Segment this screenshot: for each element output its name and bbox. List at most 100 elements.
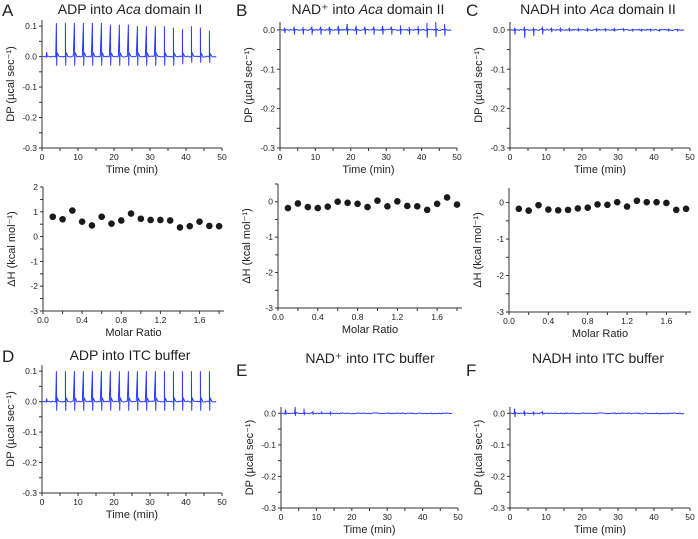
data-point <box>88 222 96 229</box>
data-point <box>294 200 302 207</box>
panel-letter: C <box>466 1 478 20</box>
x-tick-label: 30 <box>145 497 155 507</box>
panel-letter: F <box>466 361 476 380</box>
y-tick-label: -0.2 <box>22 113 37 123</box>
x-tick-label: 0 <box>40 152 45 162</box>
y-axis-label: DP (µcal sec⁻¹) <box>244 420 256 496</box>
y-tick-label: -3 <box>265 303 273 313</box>
data-point <box>672 206 680 214</box>
x-tick-label: 0.0 <box>503 316 515 326</box>
x-tick-label: 1.6 <box>431 312 443 322</box>
y-tick-label: -0.1 <box>490 440 505 450</box>
x-axis-label: Time (min) <box>343 524 395 536</box>
y-axis-label: DP (µcal sec⁻¹) <box>5 46 17 122</box>
data-point <box>643 198 651 206</box>
y-tick-label: 0 <box>268 197 273 207</box>
data-point <box>564 206 572 214</box>
data-point <box>354 200 361 208</box>
panel-letter: A <box>2 1 14 20</box>
panel-letter: E <box>236 361 247 380</box>
data-point <box>535 201 542 209</box>
y-tick-label: -1 <box>265 232 273 242</box>
y-tick-label: -2 <box>265 268 273 278</box>
x-tick-label: 0.8 <box>115 315 127 325</box>
data-point <box>413 203 421 210</box>
y-tick-label: -0.3 <box>22 488 37 498</box>
panel-title: ADP into Aca domain II <box>58 1 203 17</box>
title-text: ADP into <box>58 1 117 17</box>
y-tick-label: 0.0 <box>263 25 275 35</box>
y-tick-label: -0.1 <box>22 82 37 92</box>
x-tick-label: 1.6 <box>194 315 206 325</box>
x-tick-label: 40 <box>181 152 191 162</box>
data-point <box>59 215 66 223</box>
y-tick-label: -2 <box>496 271 504 281</box>
x-tick-label: 50 <box>453 512 463 522</box>
panel-title: NADH into ITC buffer <box>532 350 664 366</box>
y-tick-label: -1 <box>30 256 38 266</box>
x-tick-label: 10 <box>73 497 83 507</box>
x-tick-label: 40 <box>181 497 191 507</box>
y-tick-label: -0.3 <box>260 143 275 153</box>
y-tick-label: -0.1 <box>22 427 37 437</box>
title-text: NADH into <box>520 1 590 17</box>
x-tick-label: 0.0 <box>272 312 284 322</box>
x-tick-label: 0.0 <box>37 315 49 325</box>
title-italic: Aca <box>358 1 383 17</box>
panel-title: NADH into Aca domain II <box>520 1 676 17</box>
data-point <box>69 207 76 214</box>
x-tick-label: 0.4 <box>312 312 324 322</box>
y-tick-label: 0.0 <box>493 25 505 35</box>
y-tick-label: -0.2 <box>490 471 505 481</box>
data-point <box>545 206 552 213</box>
data-point <box>49 213 57 221</box>
panel-d: 0.1 0.0 -0.1 -0.2 -0.30 10 20 30 40 50 Time (min) D… <box>2 347 227 521</box>
data-point <box>594 201 601 208</box>
x-tick-label: 10 <box>73 152 83 162</box>
y-tick-label: 1 <box>33 207 38 217</box>
panel-title: ADP into ITC buffer <box>70 347 191 363</box>
panel-b-bot: 0 -1 -2 -30.0 0.4 0.8 1.2 1.6 Molar Ratio ΔH (kca… <box>241 183 462 336</box>
x-tick-label: 10 <box>312 512 322 522</box>
data-point <box>633 197 641 205</box>
data-point <box>663 199 670 207</box>
x-tick-label: 40 <box>417 152 427 162</box>
data-point <box>314 204 322 212</box>
data-point <box>515 205 523 213</box>
data-point <box>127 210 135 217</box>
y-tick-label: -0.1 <box>261 440 276 450</box>
y-tick-label: -3 <box>30 306 38 316</box>
x-tick-label: 0 <box>278 152 283 162</box>
y-tick-label: -0.2 <box>260 104 275 114</box>
title-text: NAD⁺ into ITC buffer <box>305 350 435 366</box>
dp-trace <box>510 25 685 38</box>
y-tick-label: 0.0 <box>493 408 505 418</box>
panel-f: 0.0 -0.1 -0.2 -0.30 10 20 30 40 50 Time (min) DP (… <box>466 350 695 536</box>
title-italic: Aca <box>589 1 614 17</box>
data-point <box>117 217 125 224</box>
data-point <box>364 203 371 211</box>
data-point <box>108 220 115 228</box>
data-point <box>147 216 154 224</box>
x-tick-label: 20 <box>109 497 119 507</box>
x-tick-label: 10 <box>541 512 551 522</box>
y-tick-label: 2 <box>33 182 38 192</box>
data-point <box>166 217 174 224</box>
panel-c-top: 0.0 -0.1 -0.2 -0.30 10 20 30 40 50 Time (min) DP (… <box>466 1 695 176</box>
y-tick-label: -0.3 <box>261 503 276 513</box>
y-tick-label: 0 <box>33 232 38 242</box>
data-point <box>137 215 145 223</box>
data-point <box>334 198 341 206</box>
x-tick-label: 0.4 <box>76 315 88 325</box>
x-tick-label: 50 <box>217 497 227 507</box>
x-tick-label: 1.2 <box>391 312 403 322</box>
panel-title: NAD⁺ into Aca domain II <box>292 1 445 17</box>
title-text: domain II <box>383 1 444 17</box>
y-tick-label: -0.3 <box>22 143 37 153</box>
title-text: ADP into ITC buffer <box>70 347 191 363</box>
x-tick-label: 0 <box>40 497 45 507</box>
data-point <box>196 218 203 226</box>
y-tick-label: -0.2 <box>261 471 276 481</box>
